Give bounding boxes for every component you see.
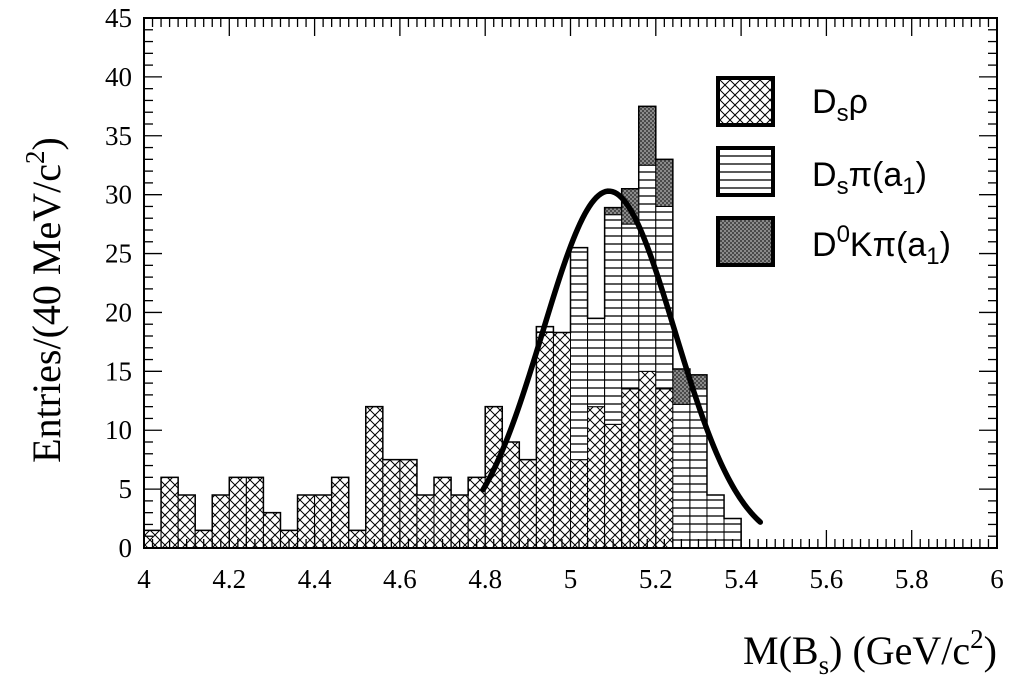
legend-swatch-crosshatch	[716, 76, 775, 127]
y-tick-label: 0	[119, 533, 133, 563]
legend-label-dsrho: Dsρ	[812, 83, 868, 127]
x-tick-label: 4.4	[298, 564, 332, 594]
bar-series0-bin15	[399, 459, 418, 549]
y-tick-label: 5	[119, 474, 133, 504]
legend-item-dsrho: Dsρ	[716, 76, 868, 127]
x-tick-label: 5.2	[639, 564, 673, 594]
x-tick-label: 4.8	[468, 564, 502, 594]
bar-series0-bin21	[501, 441, 520, 549]
bar-series0-bin1	[160, 476, 179, 549]
y-tick-label: 10	[105, 415, 132, 445]
histogram-outline	[143, 105, 759, 549]
bar-series0-bin29	[638, 370, 657, 549]
x-tick-label: 4.6	[383, 564, 417, 594]
bar-series0-bin6	[245, 476, 264, 549]
legend-label-dspi: Dsπ(a1)	[812, 156, 927, 200]
histogram-bars	[143, 105, 742, 549]
x-tick-label: 5	[564, 564, 578, 594]
bar-series0-bin11	[331, 476, 350, 549]
y-tick-label: 15	[105, 356, 132, 386]
legend-label-d0kpi: D0Kπ(a1)	[812, 221, 951, 270]
y-tick-label: 40	[105, 62, 132, 92]
bar-series0-bin27	[604, 423, 623, 549]
y-tick-label: 20	[105, 297, 132, 327]
bar-series0-bin14	[382, 459, 401, 549]
bar-series0-bin23	[535, 331, 554, 549]
y-axis-title: Entries/(40 MeV/c2)	[20, 137, 69, 463]
y-axis-ticks: 0 5 10 15 20 25 30 35 40 45	[105, 3, 997, 563]
bar-series0-bin25	[570, 459, 589, 549]
x-tick-label: 4	[137, 564, 151, 594]
bar-series1-bin25	[570, 247, 589, 461]
y-tick-label: 35	[105, 121, 132, 151]
bar-series1-bin27	[604, 214, 623, 425]
legend-swatch-dark	[716, 216, 775, 267]
bar-series0-bin5	[228, 476, 247, 549]
x-tick-label: 6	[990, 564, 1004, 594]
x-tick-label: 4.2	[212, 564, 246, 594]
bar-series0-bin28	[621, 388, 640, 549]
bar-series0-bin30	[655, 388, 674, 549]
x-tick-label: 5.8	[895, 564, 929, 594]
x-axis-ticks: 4 4.2 4.4 4.6 4.8 5 5.2 5.4 5.6 5.8 6	[137, 18, 1004, 594]
bar-series0-bin22	[518, 459, 537, 549]
legend: Dsρ Dsπ(a1) D0Kπ(a1)	[716, 76, 951, 270]
bar-series0-bin17	[433, 476, 452, 549]
gaussian-fit-curve	[480, 188, 764, 525]
legend-item-dspi: Dsπ(a1)	[716, 146, 927, 200]
x-tick-label: 5.4	[724, 564, 758, 594]
bar-series2-bin29	[638, 105, 657, 166]
bar-series2-bin30	[655, 158, 674, 207]
bar-series1-bin31	[672, 403, 691, 549]
x-tick-label: 5.6	[810, 564, 844, 594]
bar-series0-bin26	[587, 406, 606, 549]
legend-item-d0kpi: D0Kπ(a1)	[716, 216, 951, 270]
bar-series0-bin24	[552, 331, 572, 549]
bar-series1-bin26	[587, 317, 606, 408]
y-tick-label: 45	[105, 3, 132, 33]
bar-series2-bin27	[604, 207, 623, 216]
bar-series1-bin28	[621, 223, 640, 390]
bar-series0-bin13	[365, 406, 384, 549]
y-tick-label: 30	[105, 180, 132, 210]
legend-swatch-lines	[716, 146, 775, 197]
x-axis-title: M(Bs) (GeV/c2)	[743, 624, 997, 675]
y-tick-label: 25	[105, 239, 132, 269]
